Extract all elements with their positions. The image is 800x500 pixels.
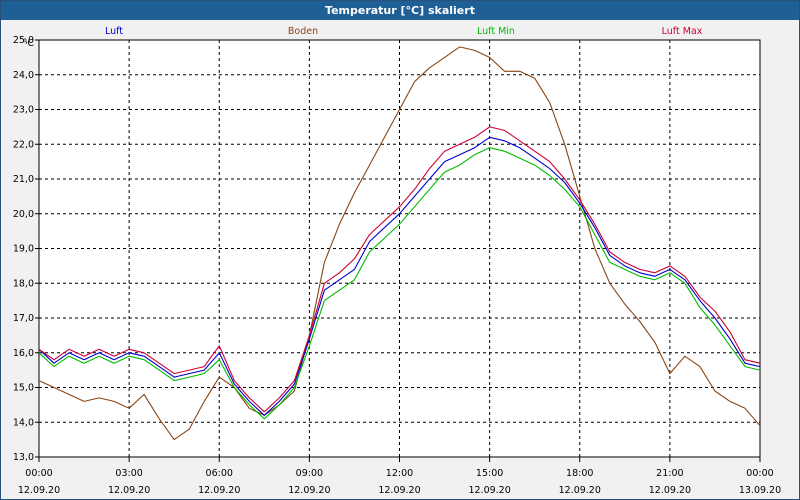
y-tick-label: 25,0 bbox=[13, 35, 34, 46]
legend-boden: Boden bbox=[288, 26, 318, 37]
x-tick-date: 12.09.20 bbox=[378, 485, 420, 496]
x-tick-date: 12.09.20 bbox=[559, 485, 601, 496]
grid-lines bbox=[39, 40, 760, 457]
x-tick-date: 13.09.20 bbox=[739, 485, 781, 496]
x-tick-date: 12.09.20 bbox=[288, 485, 330, 496]
y-tick-label: 16,0 bbox=[13, 348, 34, 359]
legend-luft-max: Luft Max bbox=[662, 26, 703, 37]
y-tick-label: 18,0 bbox=[13, 278, 34, 289]
y-unit-label: °C bbox=[23, 38, 35, 49]
y-tick-label: 22,0 bbox=[13, 139, 34, 150]
y-axis: 13,0 14,0 15,0 16,0 17,0 18,0 19,0 20,0 21,0 22,0… bbox=[13, 35, 39, 463]
y-tick-label: 14,0 bbox=[13, 417, 34, 428]
series-lines bbox=[38, 46, 761, 441]
x-tick-time: 21:00 bbox=[656, 468, 683, 479]
series-line-luft-max bbox=[38, 126, 761, 413]
x-tick-date: 12.09.20 bbox=[198, 485, 240, 496]
x-tick-time: 15:00 bbox=[476, 468, 503, 479]
y-tick-label: 19,0 bbox=[13, 244, 34, 255]
legend: Luft Boden Luft Min Luft Max bbox=[105, 26, 703, 37]
x-tick-time: 18:00 bbox=[566, 468, 593, 479]
y-tick-label: 17,0 bbox=[13, 313, 34, 324]
y-tick-label: 23,0 bbox=[13, 105, 34, 116]
x-tick-time: 12:00 bbox=[386, 468, 413, 479]
series-line-luft-min bbox=[38, 147, 761, 420]
x-tick-date: 12.09.20 bbox=[18, 485, 60, 496]
y-tick-label: 21,0 bbox=[13, 174, 34, 185]
x-tick-date: 12.09.20 bbox=[108, 485, 150, 496]
y-tick-label: 13,0 bbox=[13, 452, 34, 463]
legend-luft-min: Luft Min bbox=[477, 26, 515, 37]
x-tick-date: 12.09.20 bbox=[649, 485, 691, 496]
y-tick-label: 24,0 bbox=[13, 70, 34, 81]
legend-luft: Luft bbox=[105, 26, 123, 37]
series-line-boden bbox=[38, 46, 761, 441]
x-tick-time: 09:00 bbox=[296, 468, 323, 479]
y-tick-label: 15,0 bbox=[13, 383, 34, 394]
x-tick-time: 00:00 bbox=[746, 468, 773, 479]
window-title: Temperatur [°C] skaliert bbox=[1, 1, 799, 20]
x-tick-time: 06:00 bbox=[206, 468, 233, 479]
x-tick-time: 03:00 bbox=[115, 468, 142, 479]
y-tick-label: 20,0 bbox=[13, 209, 34, 220]
x-tick-date: 12.09.20 bbox=[468, 485, 510, 496]
series-line-luft bbox=[38, 136, 761, 416]
x-tick-time: 00:00 bbox=[25, 468, 52, 479]
x-axis: 00:00 12.09.20 03:00 12.09.20 06:00 12.09.20 0… bbox=[18, 457, 781, 496]
